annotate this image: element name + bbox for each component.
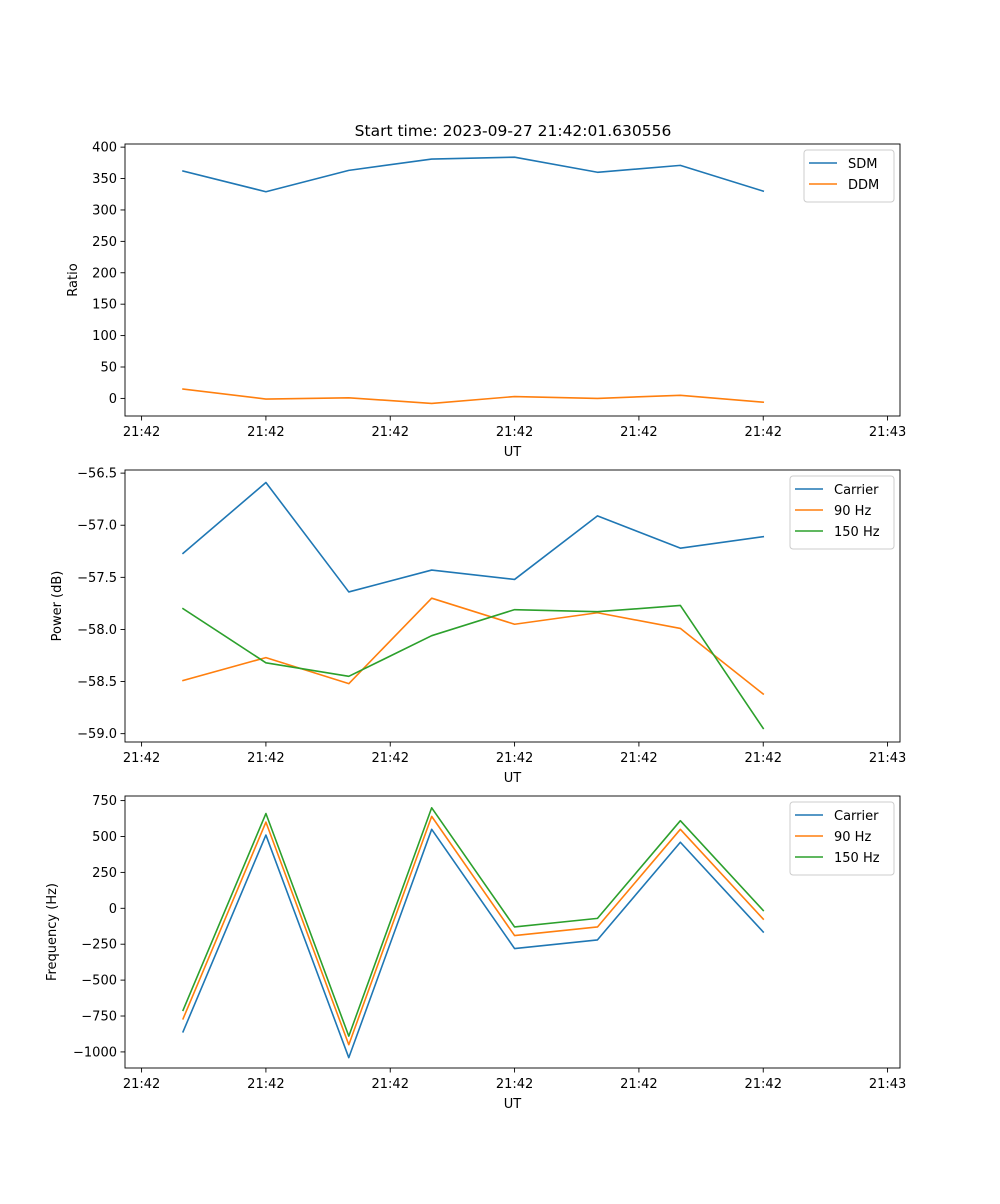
x-tick-label: 21:42: [247, 751, 284, 766]
x-tick-label: 21:42: [620, 1077, 657, 1092]
series-line-150-hz: [181, 604, 765, 730]
y-tick-label: 400: [92, 141, 117, 156]
x-tick-label: 21:42: [247, 1077, 284, 1092]
axes-frame: [124, 795, 901, 1069]
y-tick-label: 150: [92, 298, 117, 313]
legend: Carrier 90 Hz 150 Hz: [789, 475, 895, 550]
y-axis-label: Power (dB): [50, 571, 65, 642]
y-axis-label: Ratio: [66, 263, 81, 296]
x-tick-label: 21:42: [123, 425, 160, 440]
legend-label-ddm: DDM: [848, 178, 879, 193]
x-tick-label: 21:42: [372, 425, 409, 440]
x-tick-label: 21:42: [745, 751, 782, 766]
x-tick-label: 21:42: [372, 751, 409, 766]
subplot-2: 21:42 21:42 21:42 21:42 21:42 21:42 21:43 −59.0…: [50, 467, 906, 786]
legend-label-150-hz: 150 Hz: [834, 525, 880, 540]
y-tick-label: 100: [92, 329, 117, 344]
x-tick-label: 21:42: [620, 425, 657, 440]
y-tick-label: 500: [92, 830, 117, 845]
axes-frame: [124, 469, 901, 743]
legend-label-carrier: Carrier: [834, 483, 879, 498]
legend-label-150-hz: 150 Hz: [834, 851, 880, 866]
series-line-sdm: [182, 156, 765, 193]
x-axis-label: UT: [504, 771, 522, 786]
x-tick-label: 21:42: [496, 1077, 533, 1092]
y-tick-label: −57.5: [77, 571, 117, 586]
x-tick-label: 21:42: [247, 425, 284, 440]
legend-label-90-hz: 90 Hz: [834, 504, 871, 519]
y-tick-label: 250: [92, 866, 117, 881]
y-tick-label: −58.5: [77, 675, 117, 690]
legend-label-carrier: Carrier: [834, 809, 879, 824]
y-tick-label: 750: [92, 794, 117, 809]
y-tick-label: 350: [92, 172, 117, 187]
x-tick-label: 21:43: [869, 425, 906, 440]
y-tick-label: 200: [92, 266, 117, 281]
series-line-ddm: [182, 388, 765, 405]
series-line-carrier: [181, 828, 765, 1059]
series-line-150-hz: [181, 806, 765, 1037]
subplot-1: 21:42 21:42 21:42 21:42 21:42 21:42 21:43 0 50 10…: [66, 141, 906, 460]
y-tick-label: −57.0: [77, 519, 117, 534]
x-tick-label: 21:42: [372, 1077, 409, 1092]
y-tick-label: −59.0: [77, 727, 117, 742]
y-tick-label: 250: [92, 235, 117, 250]
x-tick-label: 21:42: [496, 751, 533, 766]
legend-label-90-hz: 90 Hz: [834, 830, 871, 845]
y-tick-label: −58.0: [77, 623, 117, 638]
legend-label-sdm: SDM: [848, 157, 877, 172]
y-tick-label: −56.5: [77, 467, 117, 482]
y-tick-label: 300: [92, 203, 117, 218]
x-tick-label: 21:43: [869, 751, 906, 766]
series-line-90-hz: [182, 597, 765, 696]
x-tick-label: 21:42: [620, 751, 657, 766]
y-tick-label: −250: [81, 938, 117, 953]
x-tick-label: 21:42: [123, 751, 160, 766]
y-tick-label: −1000: [73, 1045, 117, 1060]
x-tick-label: 21:42: [745, 1077, 782, 1092]
x-tick-label: 21:42: [745, 425, 782, 440]
y-tick-label: 0: [109, 902, 117, 917]
y-tick-label: 0: [109, 392, 117, 407]
x-tick-label: 21:42: [496, 425, 533, 440]
axes-frame: [124, 143, 901, 417]
y-tick-label: −750: [81, 1010, 117, 1025]
x-tick-label: 21:42: [123, 1077, 160, 1092]
series-line-90-hz: [181, 815, 765, 1046]
legend: SDM DDM: [803, 149, 895, 203]
series-line-carrier: [181, 481, 765, 593]
y-tick-label: −500: [81, 974, 117, 989]
y-tick-label: 50: [100, 361, 117, 376]
figure-title: Start time: 2023-09-27 21:42:01.630556: [355, 122, 672, 140]
legend: Carrier 90 Hz 150 Hz: [789, 801, 895, 876]
y-axis-label: Frequency (Hz): [45, 883, 60, 981]
x-axis-label: UT: [504, 445, 522, 460]
x-tick-label: 21:43: [869, 1077, 906, 1092]
subplot-3: 21:42 21:42 21:42 21:42 21:42 21:42 21:43 −1000…: [45, 794, 906, 1112]
x-axis-label: UT: [504, 1097, 522, 1112]
